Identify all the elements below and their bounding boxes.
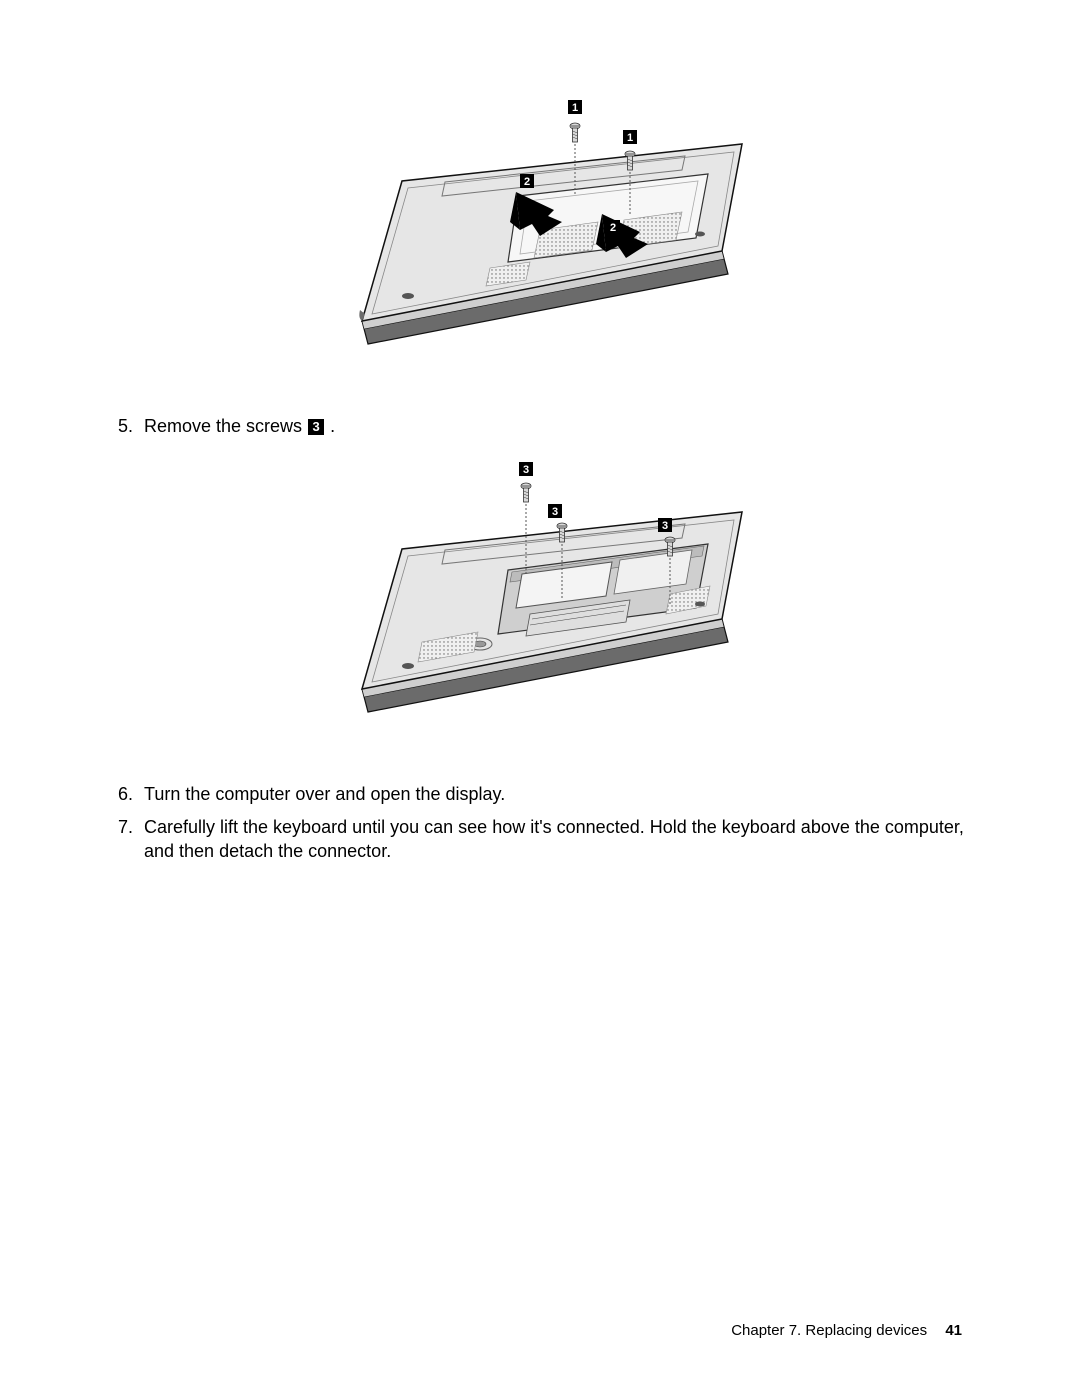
footer-page-number: 41 <box>945 1322 962 1339</box>
figure-1-svg: 1 1 2 <box>330 96 750 396</box>
step-7: 7. Carefully lift the keyboard until you… <box>110 815 970 864</box>
figure-1: 1 1 2 <box>110 96 970 396</box>
step-5-text: Remove the screws 3 . <box>144 414 970 438</box>
step-5: 5. Remove the screws 3 . <box>110 414 970 438</box>
svg-text:1: 1 <box>572 102 578 114</box>
step-5-text-post: . <box>325 416 335 436</box>
svg-text:2: 2 <box>524 176 530 188</box>
page-footer: Chapter 7. Replacing devices 41 <box>731 1322 962 1339</box>
step-6-number: 6. <box>118 782 144 806</box>
callout-badge-3: 3 <box>308 419 324 435</box>
laptop-body <box>359 144 742 344</box>
manual-page: 1 1 2 <box>0 0 1080 1397</box>
step-5-text-pre: Remove the screws <box>144 416 307 436</box>
svg-text:3: 3 <box>662 520 668 532</box>
step-6: 6. Turn the computer over and open the d… <box>110 782 970 806</box>
laptop-body-2 <box>362 512 742 712</box>
footer-chapter: Chapter 7. Replacing devices <box>731 1322 927 1339</box>
step-6-text: Turn the computer over and open the disp… <box>144 782 970 806</box>
step-7-text: Carefully lift the keyboard until you ca… <box>144 815 970 864</box>
svg-text:3: 3 <box>552 506 558 518</box>
step-7-number: 7. <box>118 815 144 864</box>
svg-text:2: 2 <box>610 222 616 234</box>
step-5-number: 5. <box>118 414 144 438</box>
figure-2-svg: 3 3 3 <box>330 444 750 764</box>
svg-text:1: 1 <box>627 132 633 144</box>
figure-2: 3 3 3 <box>110 444 970 764</box>
svg-text:3: 3 <box>523 464 529 476</box>
